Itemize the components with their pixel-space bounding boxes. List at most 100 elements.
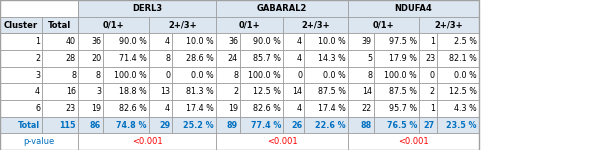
Text: 23: 23 — [425, 54, 435, 63]
Bar — [419, 33, 437, 50]
Bar — [283, 117, 304, 133]
Bar — [240, 117, 283, 133]
Bar — [437, 83, 479, 100]
Bar — [149, 83, 172, 100]
Bar — [42, 17, 78, 33]
Text: 87.5 %: 87.5 % — [318, 87, 346, 96]
Text: Total: Total — [48, 21, 71, 30]
Text: 82.6 %: 82.6 % — [119, 104, 147, 113]
Text: 115: 115 — [59, 120, 76, 129]
Text: 0.0 %: 0.0 % — [454, 70, 477, 80]
Bar — [172, 50, 216, 67]
Bar — [172, 100, 216, 117]
Text: 8: 8 — [71, 70, 76, 80]
Bar — [216, 0, 348, 17]
Bar — [172, 33, 216, 50]
Bar — [283, 100, 304, 117]
Text: 0: 0 — [430, 70, 435, 80]
Bar — [283, 17, 348, 33]
Bar — [216, 67, 240, 83]
Text: 39: 39 — [362, 37, 372, 46]
Bar — [78, 50, 103, 67]
Bar — [437, 100, 479, 117]
Bar — [283, 50, 304, 67]
Text: 19: 19 — [91, 104, 101, 113]
Bar — [419, 100, 437, 117]
Bar — [172, 83, 216, 100]
Bar — [78, 17, 149, 33]
Bar — [78, 83, 103, 100]
Text: 26: 26 — [291, 120, 302, 129]
Bar — [283, 100, 304, 117]
Bar — [304, 67, 348, 83]
Bar — [419, 83, 437, 100]
Bar — [240, 83, 283, 100]
Bar — [348, 133, 479, 150]
Bar — [0, 0, 78, 17]
Text: 29: 29 — [159, 120, 170, 129]
Bar — [103, 100, 149, 117]
Text: 13: 13 — [160, 87, 170, 96]
Bar — [103, 100, 149, 117]
Bar — [42, 117, 78, 133]
Text: <0.001: <0.001 — [132, 137, 163, 146]
Bar — [78, 0, 216, 17]
Bar — [0, 83, 42, 100]
Text: 4: 4 — [165, 104, 170, 113]
Bar — [42, 67, 78, 83]
Bar — [240, 83, 283, 100]
Bar — [78, 0, 216, 17]
Bar — [216, 83, 240, 100]
Text: 6: 6 — [35, 104, 40, 113]
Text: 2: 2 — [35, 54, 40, 63]
Text: 14.3 %: 14.3 % — [318, 54, 346, 63]
Text: 12.5 %: 12.5 % — [253, 87, 281, 96]
Bar — [419, 100, 437, 117]
Text: 4: 4 — [35, 87, 40, 96]
Bar — [216, 133, 348, 150]
Text: 36: 36 — [228, 37, 238, 46]
Bar — [42, 17, 78, 33]
Bar — [374, 67, 419, 83]
Text: 36: 36 — [91, 37, 101, 46]
Bar — [419, 117, 437, 133]
Bar — [172, 67, 216, 83]
Bar — [437, 33, 479, 50]
Bar — [78, 50, 103, 67]
Text: 17.4 %: 17.4 % — [318, 104, 346, 113]
Bar — [437, 50, 479, 67]
Bar — [419, 50, 437, 67]
Text: 4: 4 — [165, 37, 170, 46]
Text: Cluster: Cluster — [4, 21, 38, 30]
Text: 16: 16 — [66, 87, 76, 96]
Bar — [149, 33, 172, 50]
Text: <0.001: <0.001 — [266, 137, 298, 146]
Text: 23: 23 — [66, 104, 76, 113]
Bar — [240, 50, 283, 67]
Bar — [103, 117, 149, 133]
Text: 2+/3+: 2+/3+ — [301, 21, 330, 30]
Bar — [348, 83, 374, 100]
Text: 0/1+: 0/1+ — [373, 21, 394, 30]
Text: 2+/3+: 2+/3+ — [434, 21, 463, 30]
Bar — [78, 33, 103, 50]
Bar — [216, 133, 348, 150]
Bar — [304, 50, 348, 67]
Bar — [374, 100, 419, 117]
Bar — [437, 50, 479, 67]
Text: 14: 14 — [362, 87, 372, 96]
Bar — [348, 50, 374, 67]
Text: 0/1+: 0/1+ — [103, 21, 124, 30]
Bar — [374, 50, 419, 67]
Bar — [437, 100, 479, 117]
Bar — [42, 117, 78, 133]
Bar — [0, 117, 42, 133]
Bar — [42, 83, 78, 100]
Text: 2: 2 — [233, 87, 238, 96]
Bar — [348, 0, 479, 17]
Text: 8: 8 — [165, 54, 170, 63]
Text: 2+/3+: 2+/3+ — [168, 21, 197, 30]
Bar — [103, 67, 149, 83]
Bar — [0, 100, 42, 117]
Bar — [437, 83, 479, 100]
